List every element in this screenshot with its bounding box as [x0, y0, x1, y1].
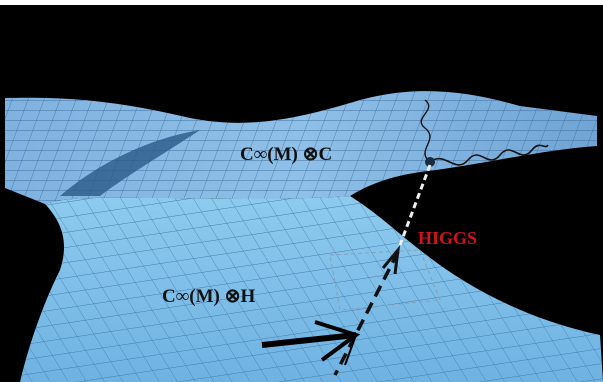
scene: C∞(M) ⊗C C∞(M) ⊗H HIGGS: [0, 0, 603, 382]
border: [0, 0, 603, 5]
upper-sheet-label: C∞(M) ⊗C: [240, 144, 332, 165]
higgs-label: HIGGS: [418, 228, 477, 248]
lower-sheet-label: C∞(M) ⊗H: [162, 286, 256, 307]
page: C∞(M) ⊗C C∞(M) ⊗H HIGGS (() => { const d…: [0, 0, 603, 382]
